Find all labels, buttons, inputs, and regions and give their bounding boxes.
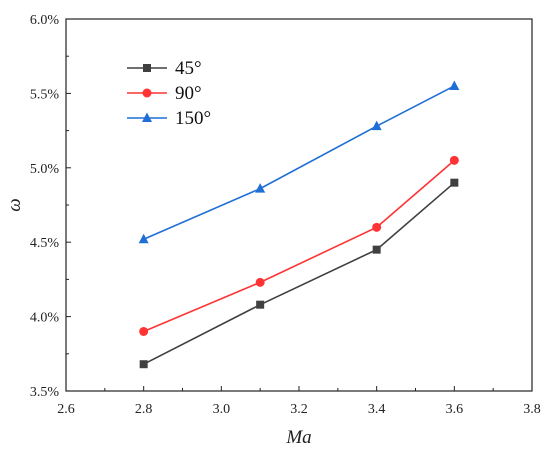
series-layer [138,80,460,369]
series-0 [139,178,459,369]
legend-marker [143,64,151,72]
y-tick-label: 5.5% [30,87,60,102]
y-tick-label: 5.0% [30,162,60,177]
data-point [139,326,149,336]
x-tick-label: 2.8 [135,402,153,417]
plot-frame [65,18,533,392]
data-point [255,277,265,287]
data-point [450,178,459,187]
data-point [449,155,459,165]
data-point [371,120,382,131]
legend-label: 90° [175,83,202,104]
y-tick-label: 6.0% [30,13,60,28]
legend-marker [142,112,152,122]
legend: 45° 90° 150° [127,58,211,129]
x-tick-label: 3.6 [446,402,464,417]
y-axis-title: ω [4,198,25,211]
x-axis-title: Ma [285,427,311,448]
data-point [256,300,265,309]
legend-item: 150° [127,108,211,129]
x-tick-label: 2.6 [57,402,75,417]
x-tick-label: 3.8 [523,402,541,417]
legend-item: 45° [127,58,202,79]
x-tick-label: 3.2 [290,402,308,417]
x-tick-label: 3.4 [368,402,386,417]
data-point [449,80,460,90]
legend-label: 45° [175,58,202,79]
x-tick-label: 3.0 [213,402,231,417]
legend-marker [142,88,152,98]
series-line [143,182,455,365]
y-tick-label: 4.0% [30,311,60,326]
y-tick-label: 3.5% [30,385,60,400]
data-point [372,245,381,254]
data-point [138,233,149,244]
series-1 [139,155,459,336]
data-point [372,222,382,232]
legend-label: 150° [175,108,211,129]
series-2 [138,80,460,244]
series-line [143,159,455,333]
axes: 2.6 2.8 3.0 3.2 3.4 3.6 3.8 3.5% 4.0% 4.5% 5.0% 5.5… [30,13,541,417]
series-line [143,85,455,240]
data-point [139,360,148,369]
legend-item: 90° [127,83,202,104]
data-point [255,183,266,193]
y-tick-label: 4.5% [30,236,60,251]
